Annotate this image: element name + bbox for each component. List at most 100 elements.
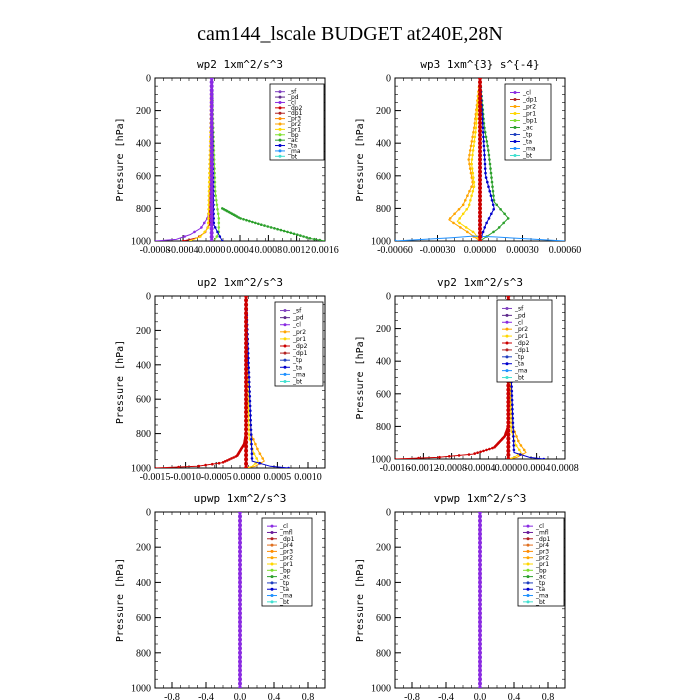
legend-marker: [526, 543, 530, 547]
zero-profile-marker: [478, 615, 482, 620]
legend-entry: _ta: [287, 143, 297, 150]
series-marker: [483, 153, 486, 157]
zero-profile-marker: [506, 408, 511, 413]
zero-profile-marker: [209, 100, 214, 105]
y-tick-label: 1000: [131, 237, 151, 248]
series-marker: [488, 189, 492, 193]
zero-profile-marker: [238, 668, 242, 673]
zero-profile-marker: [478, 549, 482, 554]
series-marker: [254, 221, 257, 225]
legend-entry: _ac: [522, 125, 533, 132]
y-tick-label: 600: [136, 171, 151, 182]
series-marker: [489, 171, 493, 175]
legend-entry: _mfl: [535, 529, 549, 536]
legend-entry: _dp1: [279, 536, 295, 543]
series-marker: [302, 235, 305, 238]
legend-marker: [513, 112, 517, 115]
legend-marker: [505, 334, 509, 338]
series-marker: [261, 457, 265, 460]
zero-profile-marker: [209, 161, 214, 166]
y-axis-label: Pressure [hPa]: [355, 335, 366, 419]
x-tick-label: 0.4: [268, 692, 281, 700]
zero-profile-marker: [478, 120, 482, 125]
series-marker: [247, 371, 251, 374]
series-marker: [207, 199, 211, 202]
legend-marker: [505, 376, 509, 380]
legend-marker: [270, 600, 274, 604]
legend-entry: _cl: [279, 523, 288, 530]
legend-entry: _tp: [514, 354, 524, 361]
zero-profile-marker: [478, 536, 482, 541]
legend-marker: [270, 562, 274, 566]
series-marker: [250, 442, 253, 446]
series-marker: [249, 409, 252, 413]
zero-profile-marker: [506, 391, 511, 396]
legend-entry: _pd: [287, 94, 299, 101]
series-marker: [221, 461, 225, 464]
legend-entry: _ta: [514, 361, 524, 368]
y-tick-label: 200: [376, 324, 391, 335]
y-tick-label: 600: [136, 395, 151, 406]
zero-profile-marker: [478, 512, 482, 514]
zero-profile-marker: [478, 173, 482, 178]
panel-6: vpwp 1xm^2/s^3 Pressure [hPa] 0 200 400 600 80…: [355, 492, 566, 700]
zero-profile-marker: [478, 664, 482, 668]
legend-marker: [526, 562, 530, 566]
x-tick-label: 0.0: [474, 692, 487, 700]
series-marker: [485, 140, 489, 143]
legend-entry: _dp2: [514, 340, 530, 347]
legend: _cl_mfl_dp1_pr4_pr3_pr2_pr1_bp_ac_tp_ta_…: [261, 517, 313, 607]
series-marker: [208, 176, 211, 179]
legend-entry: _sf: [292, 308, 302, 315]
legend-marker: [270, 543, 274, 547]
panel-title: upwp 1xm^2/s^3: [194, 492, 287, 505]
y-axis-label: Pressure [hPa]: [115, 558, 126, 642]
x-tick-label: -0.0012: [408, 463, 439, 474]
zero-profile-marker: [209, 206, 214, 211]
x-tick-label: 0.0010: [294, 472, 322, 483]
legend-marker: [526, 549, 530, 553]
series-marker: [472, 144, 476, 148]
series-marker: [395, 457, 397, 459]
legend-entry: _ma: [522, 146, 536, 153]
zero-profile-marker: [244, 328, 249, 333]
legend-marker: [505, 369, 509, 373]
x-tick-label: 0.0008: [551, 463, 579, 474]
zero-profile-marker: [244, 341, 249, 346]
series-marker: [250, 452, 254, 456]
legend-entry: _tp: [535, 580, 545, 587]
zero-profile-marker: [209, 190, 214, 195]
series-marker: [481, 126, 485, 130]
x-tick-label: 0.0008: [255, 245, 283, 256]
x-tick-label: 0.8: [542, 692, 555, 700]
series-marker: [475, 112, 479, 116]
legend-marker: [526, 594, 530, 598]
panel-5: upwp 1xm^2/s^3 Pressure [hPa] 0 200 400 600 80…: [115, 492, 326, 700]
zero-profile-marker: [478, 157, 482, 162]
legend-entry: _pr3: [287, 116, 301, 123]
zero-profile-marker: [478, 659, 482, 664]
series-marker: [484, 171, 487, 175]
series-marker: [471, 135, 474, 139]
zero-profile-marker: [238, 562, 242, 567]
legend-entry: _dp1: [514, 347, 530, 354]
series-marker: [518, 448, 521, 452]
zero-profile-marker: [238, 532, 242, 536]
zero-profile-marker: [238, 554, 242, 558]
series-marker: [207, 185, 211, 188]
series-marker: [256, 447, 259, 451]
series-marker: [469, 199, 472, 202]
zero-profile-marker: [238, 545, 242, 550]
series-marker: [252, 438, 255, 441]
zero-profile-marker: [478, 137, 482, 142]
zero-profile-marker: [244, 401, 249, 406]
legend-marker: [270, 575, 274, 579]
zero-profile-marker: [209, 92, 214, 97]
zero-profile-marker: [478, 554, 482, 558]
series-marker: [502, 221, 506, 225]
series-marker: [213, 189, 217, 193]
series-line-pr1: [245, 296, 259, 468]
legend-marker: [283, 330, 287, 334]
x-tick-label: 0.4: [508, 692, 521, 700]
series-marker: [486, 144, 489, 148]
